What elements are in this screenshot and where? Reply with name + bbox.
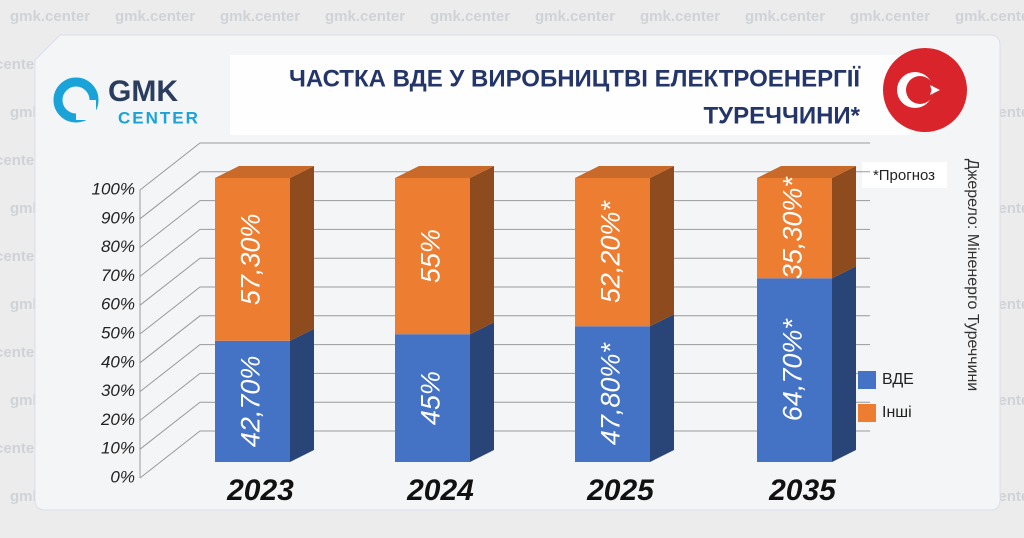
y-tick-label: 30% [101,381,135,400]
watermark: gmk.center [10,8,90,25]
y-tick-label: 60% [101,295,135,314]
watermark: gmk.center [850,8,930,25]
bar-side [650,314,674,462]
watermark: gmk.center [955,8,1024,25]
y-tick-label: 40% [101,352,135,371]
bar-side [290,328,314,462]
watermark: gmk.center [745,8,825,25]
logo-cut [76,100,96,120]
bar [575,178,650,327]
y-tick-label: 50% [101,323,135,342]
flag-crescent-cut [906,76,934,104]
bar-side [650,166,674,327]
bar-top [575,166,674,178]
logo-text: GMK [108,75,178,108]
legend-label: ВДЕ [882,371,914,388]
bar [395,334,470,462]
x-tick-label: 2023 [226,474,294,507]
value-label: 45% [416,371,446,425]
legend-label: Інші [882,404,912,421]
note-box [862,162,947,188]
value-label: 35,30%* [778,176,808,280]
logo-subtext: CENTER [118,108,200,127]
bar [757,178,832,279]
value-label: 55% [416,229,446,283]
y-tick-label: 90% [101,208,135,227]
note: *Прогноз [873,167,935,184]
watermark: gmk.center [0,56,40,73]
bar [757,278,832,462]
watermark: gmk.center [0,440,40,457]
bar-top [395,166,494,178]
y-tick-label: 10% [101,439,135,458]
watermark: gmk.center [640,8,720,25]
bar-side [290,166,314,341]
value-label: 42,70% [236,356,266,448]
bar-side [832,166,856,279]
bar [215,340,290,462]
chart-title: ТУРЕЧЧИНИ* [703,102,860,129]
title-band [230,55,910,135]
y-tick-label: 70% [101,266,135,285]
y-tick-label: 0% [110,467,135,486]
legend-swatch [858,371,876,389]
watermark: gmk.center [325,8,405,25]
bar-side [470,322,494,462]
watermark: gmk.center [0,248,40,265]
value-label: 52,20%* [596,200,626,304]
flag-star [930,85,940,95]
x-tick-label: 2024 [406,474,474,507]
value-label: 57,30% [236,214,266,306]
y-tick-label: 100% [92,179,135,198]
watermark: gmk.center [0,344,40,361]
source: Джерело: Міненерго Туреччини [964,159,981,391]
y-tick-label: 80% [101,237,135,256]
x-tick-label: 2035 [768,474,837,507]
bar-top [757,166,856,178]
watermark: gmk.center [220,8,300,25]
bar-side [832,266,856,462]
watermark: gmk.center [430,8,510,25]
bar-top [215,166,314,178]
grid-line [139,142,870,191]
bar [215,178,290,341]
chart-title: ЧАСТКА ВДЕ У ВИРОБНИЦТВІ ЕЛЕКТРОЕНЕРГІЇ [289,65,861,92]
legend-swatch [858,404,876,422]
bar [395,178,470,335]
y-tick-label: 20% [100,410,135,429]
value-label: 47,80%* [596,342,626,446]
bar-side [470,166,494,335]
watermark: gmk.center [535,8,615,25]
bar [575,326,650,462]
watermark: gmk.center [115,8,195,25]
value-label: 64,70%* [778,318,808,422]
x-tick-label: 2025 [586,474,655,507]
watermark: gmk.center [0,152,40,169]
